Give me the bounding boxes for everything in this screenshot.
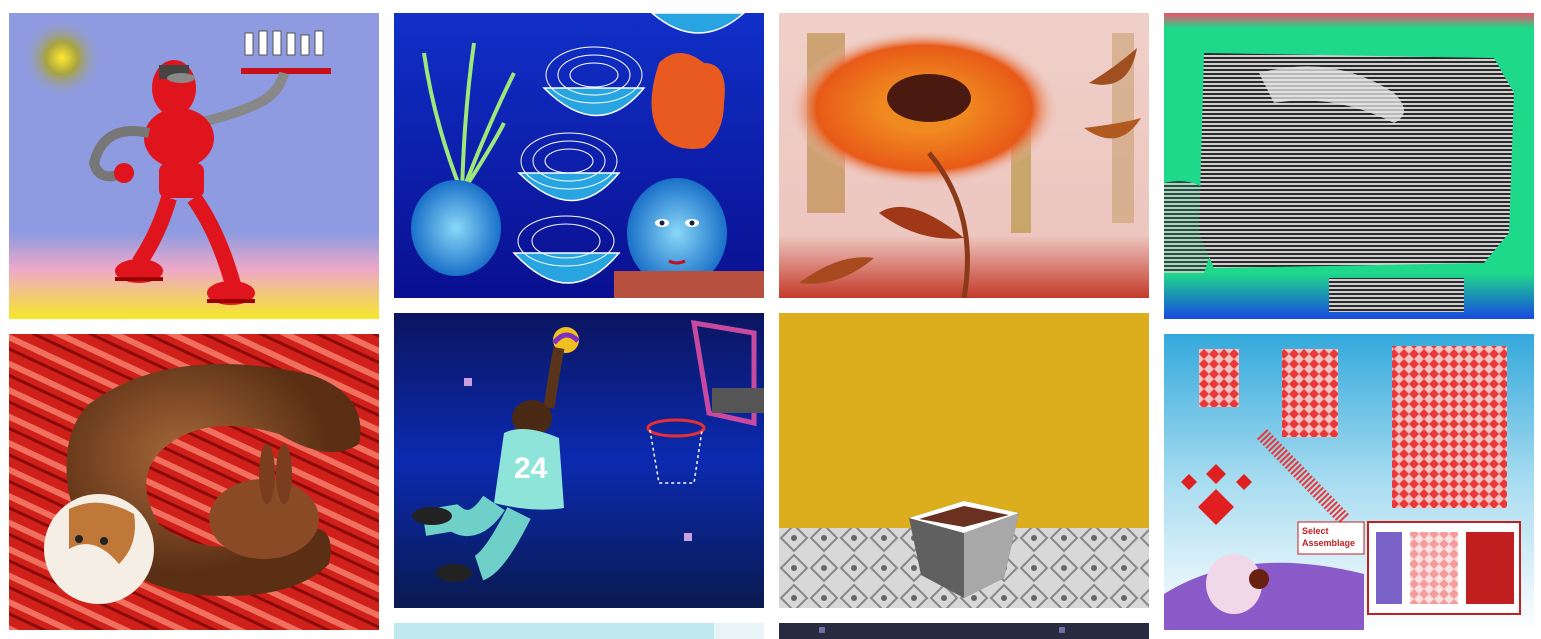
pattern-assemblage-artwork: Select Assemblage <box>1164 334 1534 630</box>
basketball-dunk-artwork: 24 <box>394 313 764 608</box>
gallery-tile-creature-rabbit-hamster[interactable] <box>9 334 379 630</box>
gallery-tile-pattern-assemblage[interactable]: Select Assemblage <box>1164 334 1534 630</box>
creature-rabbit-hamster-artwork <box>9 334 379 630</box>
gallery-tile-partial-cyan[interactable] <box>394 623 764 639</box>
sunflower-artwork <box>779 13 1149 298</box>
assemblage-label-line1: Select <box>1302 526 1329 536</box>
gallery-tile-striped-sculpture[interactable] <box>1164 13 1534 319</box>
gallery-tile-grey-box[interactable] <box>779 313 1149 608</box>
partial-cyan-artwork <box>394 623 764 639</box>
striped-sculpture-artwork <box>1164 13 1534 319</box>
assemblage-label-line2: Assemblage <box>1302 538 1355 548</box>
blue-onions-artwork <box>394 13 764 298</box>
robot-waiter-artwork <box>9 13 379 319</box>
gallery-tile-sunflower[interactable] <box>779 13 1149 298</box>
gallery-tile-partial-dark[interactable] <box>779 623 1149 639</box>
partial-dark-artwork <box>779 623 1149 639</box>
gallery-tile-blue-onions[interactable] <box>394 13 764 298</box>
grey-box-artwork <box>779 313 1149 608</box>
gallery-tile-basketball-dunk[interactable]: 24 <box>394 313 764 608</box>
gallery-tile-robot-waiter[interactable] <box>9 13 379 319</box>
jersey-number: 24 <box>514 452 548 485</box>
